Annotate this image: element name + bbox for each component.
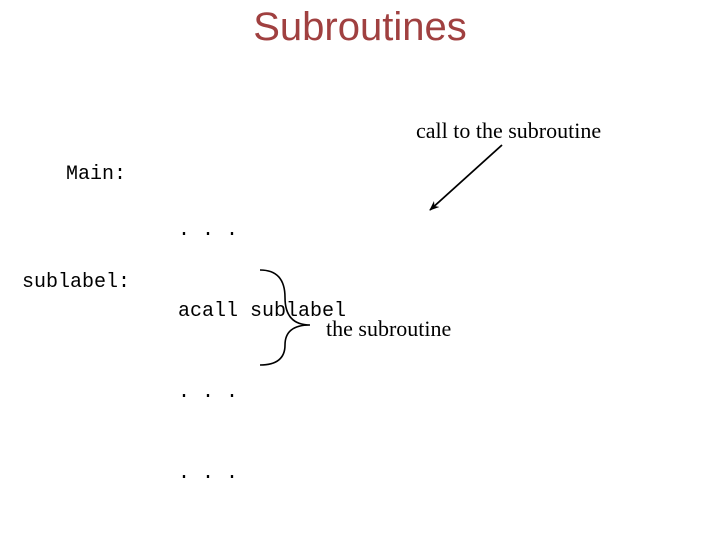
- code-line: acall sublabel: [178, 298, 346, 325]
- overlay-svg: [0, 0, 720, 540]
- code-line: . . .: [178, 460, 346, 487]
- code-line: . . .: [178, 379, 346, 406]
- slide: { "title": { "text": "Subroutines", "fon…: [0, 0, 720, 540]
- code-label-main: Main:: [66, 163, 126, 186]
- slide-title: Subroutines: [0, 5, 720, 50]
- annotation-call-label: call to the subroutine: [416, 118, 601, 144]
- code-line: . . .: [178, 217, 346, 244]
- code-block: . . . acall sublabel . . . . . . . . . .…: [178, 163, 346, 540]
- call-arrow: [430, 145, 502, 210]
- code-label-sublabel: sublabel:: [22, 271, 130, 294]
